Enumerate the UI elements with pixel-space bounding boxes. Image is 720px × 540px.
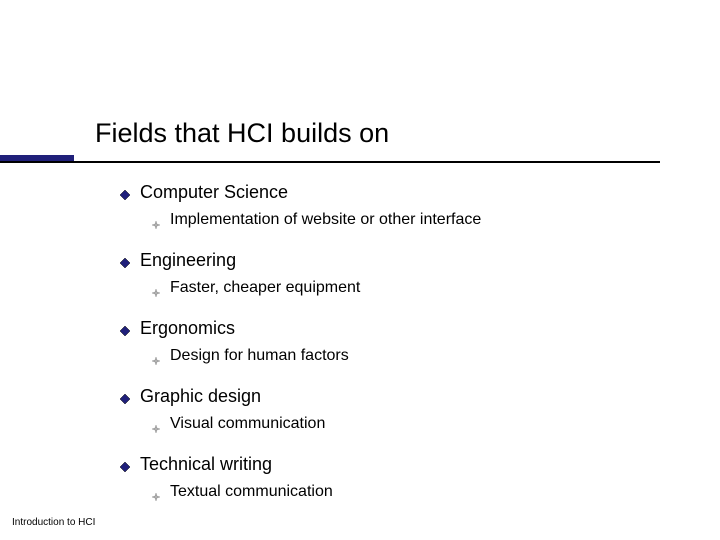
list-item-label: Graphic design bbox=[140, 386, 261, 407]
diamond-bullet-icon bbox=[120, 255, 130, 273]
star-bullet-icon bbox=[152, 352, 160, 370]
diamond-bullet-icon bbox=[120, 459, 130, 477]
list-item-label: Engineering bbox=[140, 250, 236, 271]
list-item: Technical writing bbox=[120, 454, 680, 477]
list-subitem-label: Faster, cheaper equipment bbox=[170, 279, 360, 297]
star-bullet-icon bbox=[152, 488, 160, 506]
list-subitem-label: Visual communication bbox=[170, 415, 325, 433]
list-item: Ergonomics bbox=[120, 318, 680, 341]
slide-title: Fields that HCI builds on bbox=[95, 118, 389, 149]
star-bullet-icon bbox=[152, 420, 160, 438]
star-bullet-icon bbox=[152, 216, 160, 234]
diamond-bullet-icon bbox=[120, 391, 130, 409]
footer-text: Introduction to HCI bbox=[12, 517, 95, 528]
list-subitem: Textual communication bbox=[152, 483, 680, 506]
star-bullet-icon bbox=[152, 284, 160, 302]
list-subitem: Visual communication bbox=[152, 415, 680, 438]
list-item-label: Technical writing bbox=[140, 454, 272, 475]
diamond-bullet-icon bbox=[120, 323, 130, 341]
title-underline bbox=[0, 161, 660, 163]
list-item: Graphic design bbox=[120, 386, 680, 409]
list-item-label: Ergonomics bbox=[140, 318, 235, 339]
list-subitem: Design for human factors bbox=[152, 347, 680, 370]
list-subitem: Faster, cheaper equipment bbox=[152, 279, 680, 302]
list-item: Engineering bbox=[120, 250, 680, 273]
list-subitem: Implementation of website or other inter… bbox=[152, 211, 680, 234]
list-item-label: Computer Science bbox=[140, 182, 288, 203]
list-subitem-label: Implementation of website or other inter… bbox=[170, 211, 481, 229]
list-item: Computer Science bbox=[120, 182, 680, 205]
list-subitem-label: Design for human factors bbox=[170, 347, 349, 365]
content-area: Computer Science Implementation of websi… bbox=[120, 180, 680, 522]
list-subitem-label: Textual communication bbox=[170, 483, 333, 501]
diamond-bullet-icon bbox=[120, 187, 130, 205]
